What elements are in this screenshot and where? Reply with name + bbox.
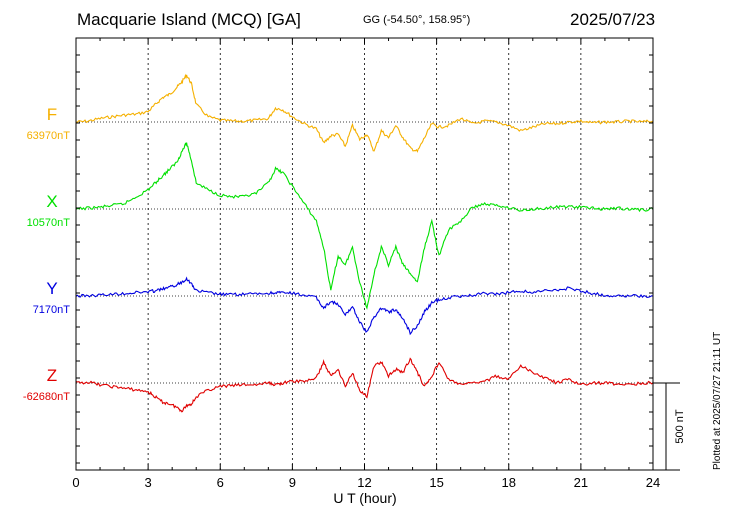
plotted-timestamp: Plotted at 2025/07/27 21:11 UT (712, 331, 723, 470)
series-labels: F 63970nT X 10570nT Y 7170nT Z -62680nT (23, 105, 70, 403)
series-line-z (75, 357, 654, 413)
station-coordinates: GG (-54.50°, 158.95°) (363, 14, 471, 26)
series-name-z: Z (47, 366, 57, 385)
x-tick-label: 12 (357, 475, 371, 490)
plot-axes: 0 3 6 9 12 15 18 21 24 (72, 37, 660, 490)
x-tick-label: 15 (429, 475, 443, 490)
series-baseline-f: 63970nT (27, 130, 71, 142)
series-group (75, 73, 654, 413)
chart-title: Macquarie Island (MCQ) [GA] (77, 10, 301, 29)
x-tick-label: 6 (217, 475, 224, 490)
series-name-y: Y (46, 279, 57, 298)
series-line-x (75, 142, 654, 310)
x-tick-label: 9 (289, 475, 296, 490)
x-tick-label: 0 (72, 475, 79, 490)
x-tick-label: 18 (502, 475, 516, 490)
series-name-x: X (46, 192, 57, 211)
scale-bar: 500 nT (653, 382, 686, 471)
series-baseline-z: -62680nT (23, 391, 70, 403)
series-line-f (75, 73, 654, 153)
series-baseline-y: 7170nT (33, 304, 71, 316)
plot-grid (76, 38, 653, 470)
chart-date: 2025/07/23 (570, 10, 656, 29)
x-tick-label: 3 (145, 475, 152, 490)
series-line-y (75, 276, 654, 336)
series-name-f: F (47, 105, 57, 124)
x-tick-label: 21 (574, 475, 588, 490)
series-baseline-x: 10570nT (27, 217, 71, 229)
x-tick-label: 24 (646, 475, 660, 490)
scale-bar-label: 500 nT (674, 409, 686, 444)
x-axis-label: U T (hour) (333, 490, 396, 506)
